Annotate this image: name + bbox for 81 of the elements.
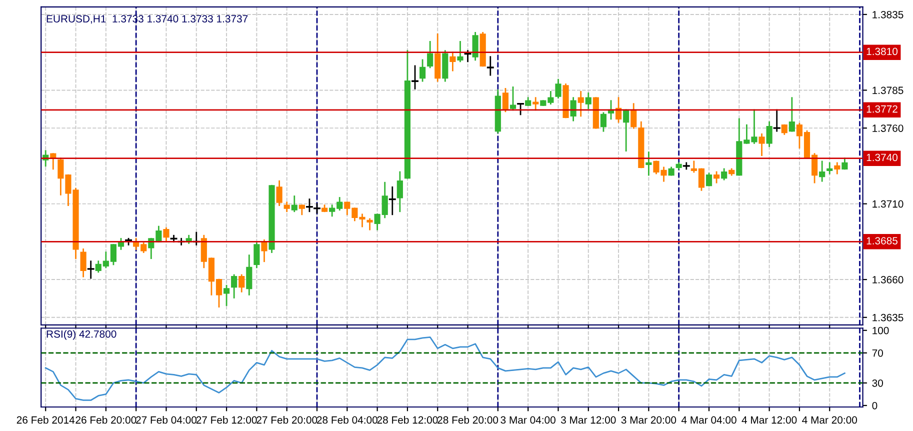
candlestick bbox=[758, 133, 765, 156]
ref-line-label: 1.3685 bbox=[866, 237, 898, 244]
category-label: 27 Feb 20:00 bbox=[256, 416, 318, 424]
candlestick bbox=[578, 91, 584, 117]
candlestick bbox=[555, 78, 562, 98]
candlestick bbox=[773, 109, 780, 132]
y-tick-label: 0 bbox=[872, 402, 878, 410]
candlestick bbox=[721, 168, 728, 180]
candlestick bbox=[419, 59, 426, 82]
candlestick bbox=[238, 274, 245, 292]
category-label: 27 Feb 04:00 bbox=[136, 416, 197, 424]
candlestick bbox=[396, 171, 403, 212]
candlestick bbox=[261, 239, 268, 262]
candlestick bbox=[464, 50, 472, 62]
category-label: 4 Mar 04:00 bbox=[681, 416, 736, 424]
candlestick bbox=[276, 180, 282, 206]
candlestick bbox=[298, 204, 305, 216]
candlestick bbox=[388, 186, 396, 216]
category-label: 27 Feb 12:00 bbox=[196, 416, 257, 424]
candlestick bbox=[87, 260, 94, 279]
candlestick bbox=[646, 152, 652, 176]
candlestick bbox=[713, 171, 720, 184]
category-label: 4 Mar 20:00 bbox=[802, 416, 858, 424]
candlestick bbox=[842, 158, 848, 170]
y-tick-label: 1.3660 bbox=[872, 276, 904, 284]
y-tick-label: 1.3710 bbox=[872, 200, 904, 208]
category-label: 3 Mar 04:00 bbox=[500, 416, 556, 424]
candlestick bbox=[231, 274, 238, 298]
candlestick bbox=[788, 97, 795, 132]
ref-line-label: 1.3740 bbox=[866, 154, 898, 162]
candlestick bbox=[306, 198, 313, 212]
y-tick-label: 70 bbox=[872, 349, 883, 357]
candlestick bbox=[630, 103, 637, 129]
category-label: 3 Mar 12:00 bbox=[560, 416, 616, 424]
category-label: 26 Feb 20:00 bbox=[76, 416, 136, 424]
candlestick bbox=[510, 86, 516, 111]
candlestick bbox=[781, 124, 788, 135]
candlestick bbox=[532, 97, 539, 111]
category-label: 28 Feb 04:00 bbox=[316, 416, 378, 424]
candlestick bbox=[570, 97, 576, 122]
candlestick bbox=[502, 88, 508, 112]
candlestick bbox=[766, 121, 772, 147]
y-tick-label: 1.3760 bbox=[872, 124, 904, 132]
chart-title: RSI(9) 42.7800 bbox=[46, 330, 116, 340]
ref-line-label: 1.3810 bbox=[866, 48, 898, 56]
ref-line-label: 1.3772 bbox=[866, 105, 898, 113]
candlestick bbox=[834, 162, 840, 174]
candlestick bbox=[80, 248, 86, 278]
text: EURUSD,H1 1.3733 1.3740 1.3733 1.3737 bbox=[46, 15, 248, 24]
candlestick bbox=[706, 172, 712, 186]
candlestick bbox=[517, 103, 524, 116]
candlestick bbox=[585, 92, 592, 110]
category-label: 4 Mar 12:00 bbox=[742, 416, 797, 424]
candlestick bbox=[223, 284, 230, 306]
y-tick-label: 30 bbox=[872, 379, 883, 387]
category-label: 3 Mar 20:00 bbox=[621, 416, 676, 424]
candlestick bbox=[246, 254, 252, 296]
candlestick bbox=[486, 56, 494, 76]
candlestick bbox=[623, 109, 630, 152]
candlestick bbox=[472, 32, 478, 61]
y-tick-label: 1.3785 bbox=[872, 86, 904, 94]
category-label: 28 Feb 12:00 bbox=[377, 416, 438, 424]
candlestick bbox=[600, 112, 606, 132]
candlestick bbox=[314, 203, 320, 214]
candlestick bbox=[254, 242, 260, 268]
candlestick bbox=[819, 160, 826, 182]
candlestick bbox=[682, 162, 690, 170]
y-tick-label: 1.3635 bbox=[872, 314, 904, 322]
category-label: 28 Feb 20:00 bbox=[438, 416, 498, 424]
candlestick bbox=[427, 41, 434, 68]
candlestick bbox=[457, 41, 464, 62]
candlestick bbox=[284, 202, 290, 212]
candlestick bbox=[163, 227, 170, 242]
candlestick bbox=[826, 162, 833, 174]
candlestick bbox=[450, 52, 456, 72]
y-tick-label: 1.3835 bbox=[872, 10, 904, 18]
category-label: 26 Feb 2014 bbox=[16, 416, 75, 424]
candlestick bbox=[412, 65, 418, 90]
y-tick-label: 100 bbox=[872, 326, 889, 334]
candlestick bbox=[366, 218, 373, 230]
candlestick bbox=[291, 196, 298, 212]
